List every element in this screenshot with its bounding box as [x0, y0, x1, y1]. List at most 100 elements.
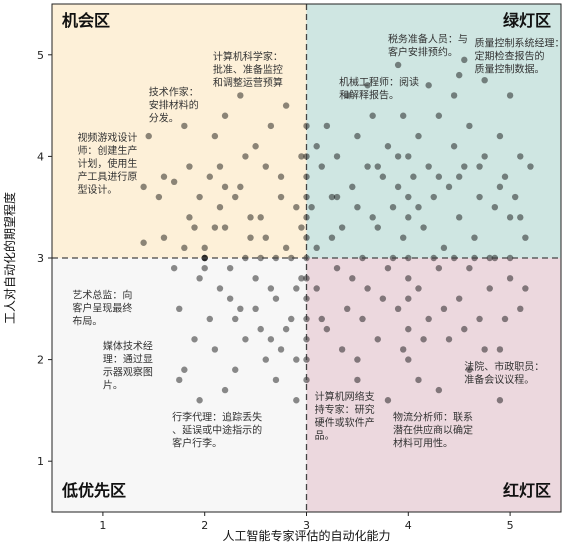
data-point	[496, 397, 504, 404]
y-tick-label: 1	[37, 455, 44, 468]
zone-bottom-left	[52, 258, 307, 512]
data-point	[344, 92, 351, 99]
data-point	[196, 193, 203, 201]
data-point	[517, 214, 524, 221]
data-point	[201, 244, 208, 252]
data-point	[257, 214, 264, 221]
data-point	[170, 178, 178, 185]
data-point	[369, 214, 376, 221]
data-point	[354, 132, 361, 140]
zone-label-bottom-right: 红灯区	[503, 481, 551, 500]
data-point	[450, 143, 458, 150]
annotations: 计算机科学家：批准、准备监控和调整运营预算技术作家：安排材料的分发。视频游戏设计…	[72, 33, 564, 450]
data-point	[333, 264, 341, 272]
data-point	[415, 376, 422, 384]
data-point	[318, 163, 325, 170]
data-point	[450, 92, 458, 99]
data-point	[364, 163, 371, 170]
data-point	[272, 376, 280, 384]
data-point	[522, 285, 529, 292]
data-point	[506, 254, 514, 262]
data-point	[425, 163, 432, 170]
data-point	[176, 376, 183, 384]
zone-bottom-right	[306, 258, 561, 512]
data-point	[415, 204, 422, 211]
quadrant-backgrounds	[52, 4, 561, 512]
data-point	[298, 224, 305, 231]
x-tick-label: 3	[303, 519, 310, 532]
data-point	[522, 234, 529, 241]
data-point	[288, 315, 295, 323]
data-point	[242, 336, 249, 343]
data-point	[496, 132, 504, 140]
data-point	[420, 224, 427, 231]
data-point	[206, 315, 213, 323]
data-point	[435, 386, 443, 394]
data-point	[435, 112, 443, 119]
data-point	[262, 163, 269, 170]
data-point	[415, 285, 422, 292]
data-point	[394, 183, 402, 191]
annotation-line: 艺术总监：向	[72, 289, 132, 302]
data-point	[328, 234, 336, 241]
x-tick-label: 4	[405, 519, 412, 532]
data-point	[359, 315, 366, 323]
data-point	[364, 82, 371, 89]
data-point	[237, 92, 244, 99]
y-tick-label: 4	[37, 150, 44, 163]
data-point	[196, 275, 203, 282]
data-point	[298, 275, 305, 282]
data-point	[456, 71, 463, 79]
data-point	[221, 386, 229, 394]
data-point	[176, 305, 183, 312]
data-point	[338, 346, 346, 353]
data-point	[349, 183, 356, 191]
y-tick-label: 3	[37, 252, 44, 265]
data-point	[511, 193, 519, 201]
annotation-line: 物流分析师：联系	[393, 411, 473, 424]
annotation-line: 计算机科学家：	[213, 50, 283, 63]
data-point	[293, 397, 300, 404]
data-point	[435, 173, 443, 180]
data-points	[140, 56, 534, 404]
annotation-line: 客户行李。	[172, 437, 222, 450]
data-point	[252, 275, 259, 282]
x-axis-label: 人工智能专家评估的自动化能力	[222, 528, 390, 543]
annotation-line: 产工具进行原	[77, 170, 137, 183]
data-point	[466, 264, 473, 272]
data-point	[282, 102, 290, 109]
annotation-line: 客户呈现最终	[72, 302, 132, 315]
annotation-line: 定期检查报告的	[474, 50, 544, 63]
data-point	[216, 163, 224, 170]
data-point	[405, 275, 412, 282]
data-point	[410, 173, 417, 180]
data-point	[405, 193, 412, 201]
data-point	[186, 163, 193, 170]
data-point	[476, 163, 483, 170]
data-point	[323, 325, 331, 333]
data-point	[313, 285, 320, 292]
data-point	[216, 204, 224, 211]
annotation-line: 和调整运营预算	[213, 76, 283, 89]
data-point	[247, 234, 254, 241]
data-point	[405, 356, 412, 363]
zone-label-top-left: 机会区	[62, 11, 110, 30]
data-point	[201, 264, 208, 272]
annotation-line: 材料可用性。	[393, 437, 453, 450]
data-point	[170, 264, 178, 272]
data-point	[191, 224, 198, 231]
data-point	[145, 132, 152, 140]
data-point	[277, 193, 285, 201]
data-point	[252, 143, 259, 150]
x-tick-label: 1	[99, 519, 106, 532]
data-point	[405, 254, 412, 262]
x-tick-label: 2	[201, 519, 208, 532]
annotation-line: 行李代理：追踪丢失	[172, 411, 262, 424]
annotation-line: 片。	[103, 378, 123, 391]
